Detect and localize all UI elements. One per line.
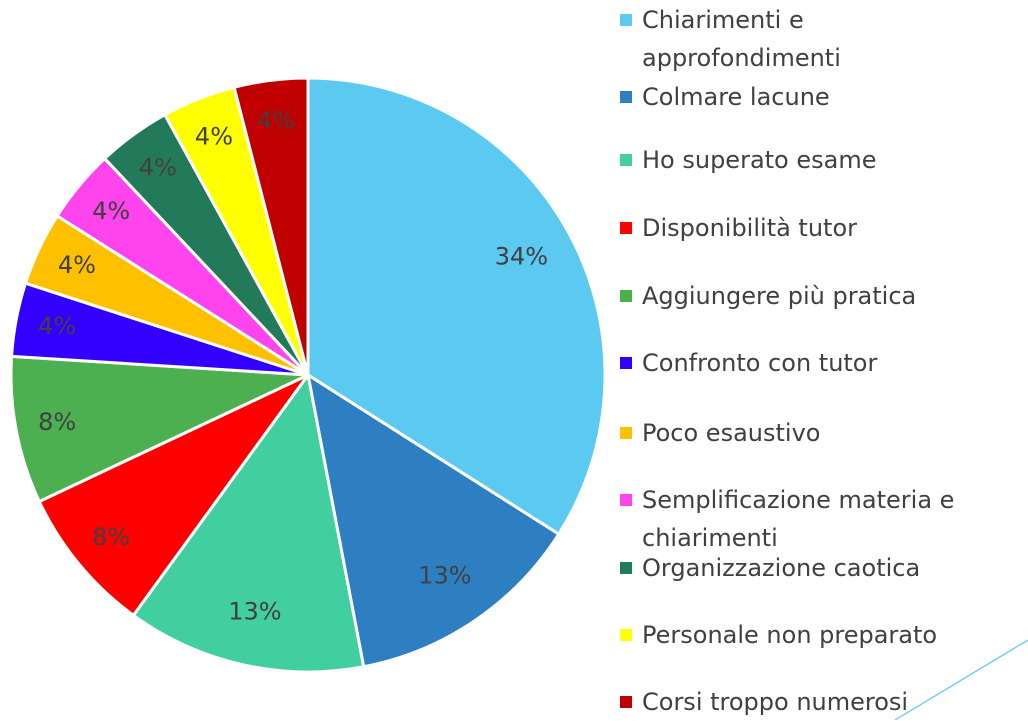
legend-item: Poco esaustivo — [620, 414, 1020, 452]
legend-item: Organizzazione caotica — [620, 549, 1020, 587]
legend-item: Personale non preparato — [620, 616, 1020, 654]
legend-item: Disponibilità tutor — [620, 209, 1020, 247]
legend-label: Ho superato esame — [642, 146, 877, 174]
legend-swatch — [620, 562, 632, 574]
legend-label: Colmare lacune — [642, 83, 830, 111]
pie-slice — [37, 373, 310, 618]
legend-swatch — [620, 696, 632, 708]
legend-label: Semplificazione materia e chiarimenti — [642, 486, 955, 552]
legend-swatch — [620, 222, 632, 234]
data-label: 8% — [38, 408, 76, 436]
legend-label: Organizzazione caotica — [642, 554, 921, 582]
pie-slice — [131, 371, 366, 674]
legend-item: Semplificazione materia e chiarimenti — [620, 481, 1020, 557]
legend-label: Aggiungere più pratica — [642, 282, 917, 310]
legend-label: Corsi troppo numerosi — [642, 688, 909, 716]
data-label: 13% — [418, 561, 471, 589]
data-label: 4% — [38, 312, 76, 340]
legend-swatch — [620, 357, 632, 369]
data-label: 4% — [92, 197, 130, 225]
data-label: 4% — [195, 123, 233, 151]
legend-swatch — [620, 290, 632, 302]
legend-swatch — [620, 427, 632, 439]
legend-label: Personale non preparato — [642, 621, 938, 649]
legend-label: Disponibilità tutor — [642, 214, 858, 242]
decoration-line — [894, 639, 1028, 720]
legend-label: Poco esaustivo — [642, 419, 821, 447]
data-label: 4% — [58, 251, 96, 279]
data-label: 4% — [257, 107, 295, 135]
legend-swatch — [620, 494, 632, 506]
legend-item: Corsi troppo numerosi — [620, 683, 1020, 721]
legend-swatch — [620, 154, 632, 166]
legend-item: Colmare lacune — [620, 78, 1020, 116]
pie-slice — [9, 354, 309, 504]
pie-slice — [232, 76, 310, 376]
legend-swatch — [620, 91, 632, 103]
legend-swatch — [620, 629, 632, 641]
legend-swatch — [620, 14, 632, 26]
data-label: 4% — [139, 153, 177, 181]
pie-slice — [306, 76, 607, 537]
data-label: 13% — [228, 598, 281, 626]
legend-item: Ho superato esame — [620, 141, 1020, 179]
legend-item: Aggiungere più pratica — [620, 277, 1020, 315]
legend-item: Confronto con tutor — [620, 344, 1020, 382]
legend-label: Confronto con tutor — [642, 349, 878, 377]
data-label: 8% — [92, 523, 130, 551]
legend-label: Chiarimenti e approfondimenti — [642, 6, 841, 72]
pie-slice — [305, 371, 561, 669]
legend-item: Chiarimenti e approfondimenti — [620, 1, 870, 77]
data-label: 34% — [495, 243, 548, 271]
